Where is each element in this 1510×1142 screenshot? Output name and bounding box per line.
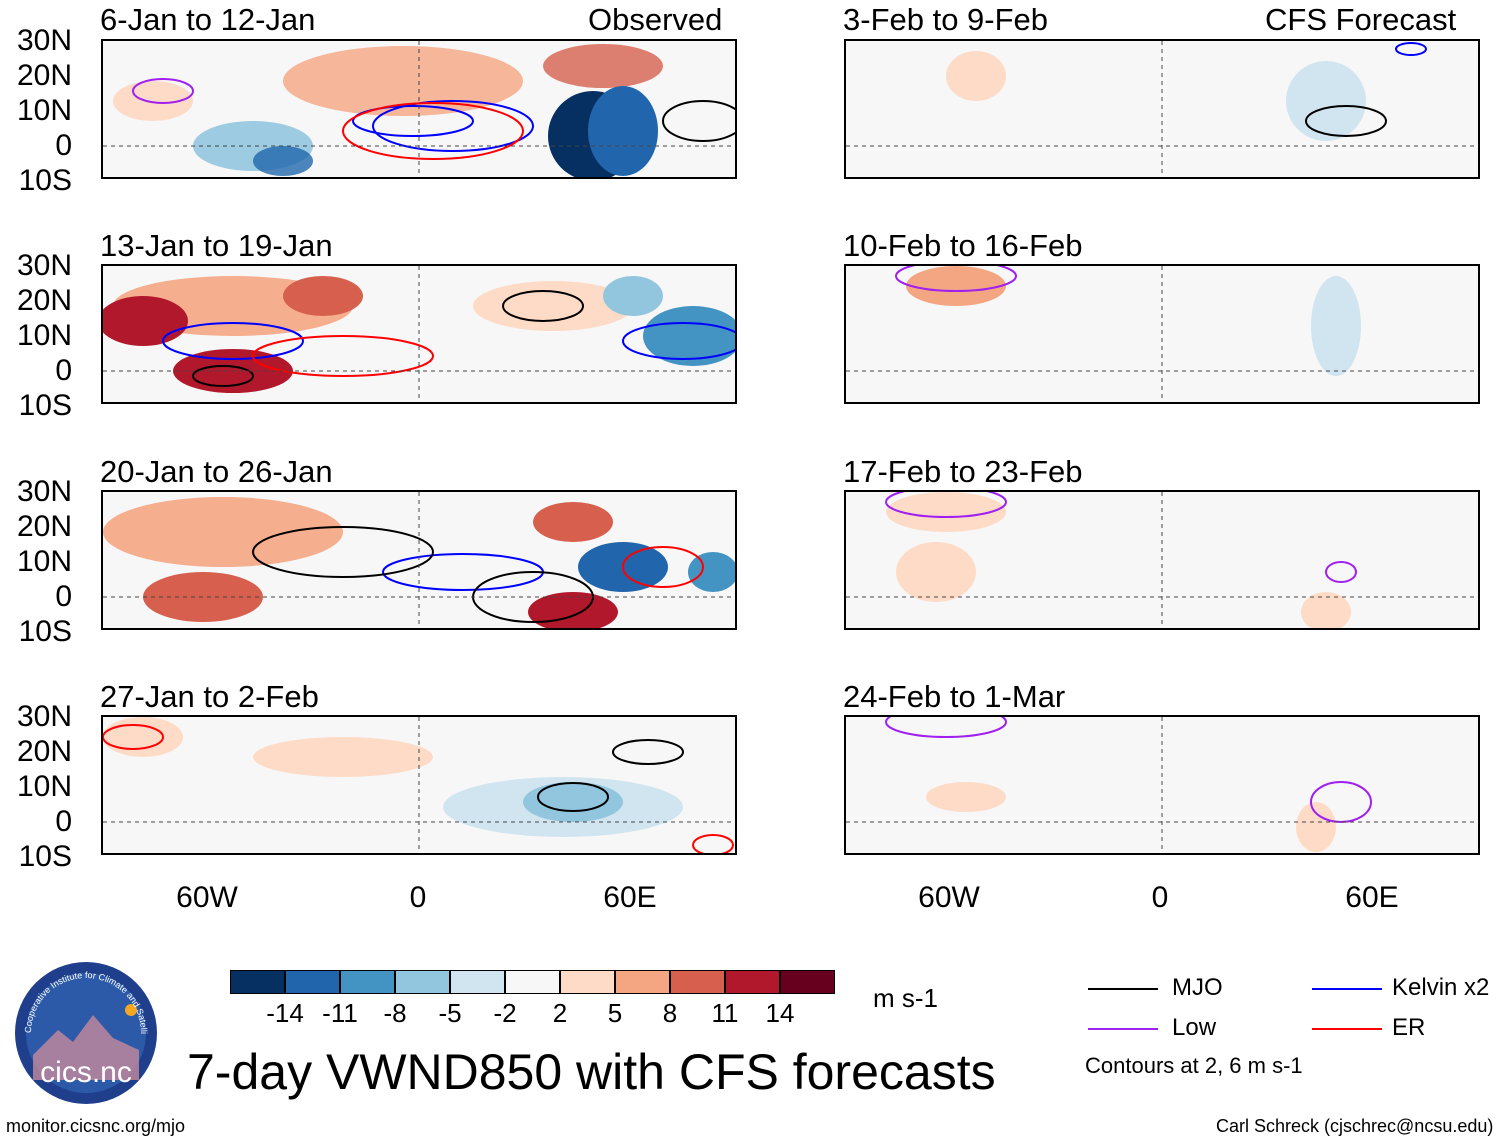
map-panel-obs-3 (101, 490, 737, 630)
map-panel-obs-4 (101, 715, 737, 855)
observed-header: Observed (588, 2, 723, 37)
map-panel-obs-1 (101, 39, 737, 179)
lat-label: 10N (16, 770, 72, 803)
forecast-header: CFS Forecast (1265, 2, 1457, 37)
map-panel-fc-4 (844, 715, 1480, 855)
colorbar-swatch (670, 970, 725, 994)
lat-label: 10S (18, 615, 72, 648)
lat-label: 30N (16, 24, 72, 57)
lat-label: 0 (55, 805, 72, 838)
legend-line-kelvin (1312, 988, 1382, 990)
panel-fc-4-label: 24-Feb to 1-Mar (843, 679, 1066, 714)
lat-label: 0 (55, 354, 72, 387)
colorbar-swatch (340, 970, 395, 994)
lon-label: 60W (918, 881, 980, 914)
lat-label: 20N (16, 735, 72, 768)
legend-label-er: ER (1392, 1014, 1426, 1041)
colorbar-swatch (395, 970, 450, 994)
lat-label: 10N (16, 319, 72, 352)
colorbar-tick: -8 (383, 998, 407, 1028)
colorbar-tick: 8 (662, 998, 678, 1028)
colorbar-swatch (780, 970, 835, 994)
legend-line-mjo (1088, 988, 1158, 990)
map-panel-obs-2 (101, 264, 737, 404)
colorbar-swatch (505, 970, 560, 994)
lon-label: 0 (409, 881, 427, 914)
lat-label: 20N (16, 284, 72, 317)
lat-label: 30N (16, 475, 72, 508)
legend-line-low (1088, 1028, 1158, 1030)
colorbar-tick: -11 (322, 998, 358, 1028)
colorbar-swatch (560, 970, 615, 994)
lat-label: 0 (55, 580, 72, 613)
lon-label: 60W (176, 881, 238, 914)
lat-label: 10S (18, 840, 72, 873)
lat-label: 10S (18, 164, 72, 197)
colorbar-swatch (725, 970, 780, 994)
lat-label: 30N (16, 249, 72, 282)
map-panel-fc-1 (844, 39, 1480, 179)
lat-label: 20N (16, 510, 72, 543)
panel-obs-4-label: 27-Jan to 2-Feb (100, 679, 319, 714)
colorbar-units: m s-1 (873, 983, 938, 1013)
lat-label: 0 (55, 129, 72, 162)
colorbar-tick: 5 (607, 998, 623, 1028)
lon-label: 60E (1345, 881, 1399, 914)
colorbar-swatch (450, 970, 505, 994)
legend-label-low: Low (1172, 1014, 1217, 1041)
colorbar-swatch (230, 970, 285, 994)
map-panel-fc-3 (844, 490, 1480, 630)
lat-label: 30N (16, 700, 72, 733)
legend-label-kelvin: Kelvin x2 (1392, 974, 1490, 1001)
colorbar-tick: -2 (493, 998, 517, 1028)
colorbar-tick: -14 (266, 998, 304, 1028)
panel-fc-3-label: 17-Feb to 23-Feb (843, 454, 1083, 489)
cicsnc-logo: Cooperative Institute for Climate and Sa… (10, 952, 159, 1106)
footer-credit: Carl Schreck (cjschrec@ncsu.edu) (1216, 1116, 1494, 1136)
page-title: 7-day VWND850 with CFS forecasts (187, 1044, 996, 1100)
colorbar-tick: 2 (552, 998, 568, 1028)
legend-line-er (1312, 1028, 1382, 1030)
lon-label: 0 (1151, 881, 1169, 914)
lat-label: 10N (16, 94, 72, 127)
colorbar-swatch (285, 970, 340, 994)
lon-label: 60E (603, 881, 657, 914)
colorbar-tick: -5 (438, 998, 462, 1028)
logo-text: cics.nc (40, 1056, 132, 1089)
panel-fc-2-label: 10-Feb to 16-Feb (843, 228, 1083, 263)
footer-url: monitor.cicsnc.org/mjo (6, 1116, 186, 1136)
map-panel-fc-2 (844, 264, 1480, 404)
colorbar-tick: 11 (711, 998, 739, 1028)
lat-label: 10N (16, 545, 72, 578)
panel-obs-1-label: 6-Jan to 12-Jan (100, 2, 316, 37)
lat-label: 20N (16, 59, 72, 92)
panel-obs-2-label: 13-Jan to 19-Jan (100, 228, 333, 263)
lat-label: 10S (18, 389, 72, 422)
legend-note: Contours at 2, 6 m s-1 (1085, 1053, 1303, 1078)
colorbar-swatch (615, 970, 670, 994)
panel-obs-3-label: 20-Jan to 26-Jan (100, 454, 333, 489)
panel-fc-1-label: 3-Feb to 9-Feb (843, 2, 1049, 37)
colorbar-tick: 14 (765, 998, 795, 1028)
legend-label-mjo: MJO (1172, 974, 1223, 1001)
